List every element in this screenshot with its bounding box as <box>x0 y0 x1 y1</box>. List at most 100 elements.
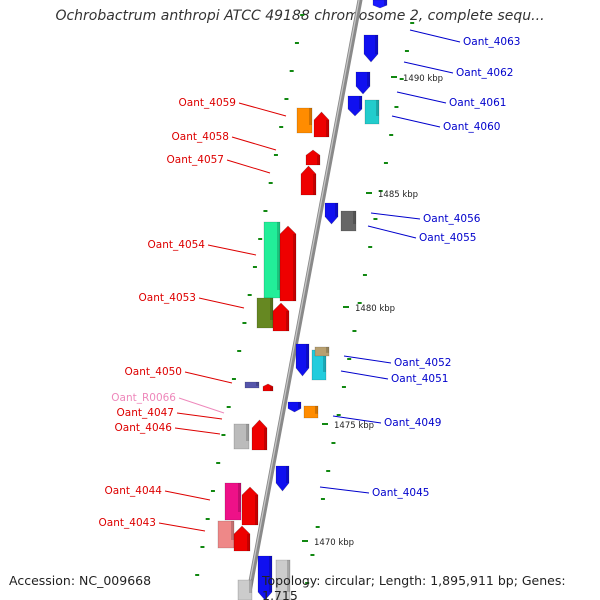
gene-oant-4062 <box>355 71 371 95</box>
gene-oant-4050-b-shade <box>256 382 259 386</box>
gene-oant-4044-shade <box>255 495 258 525</box>
leader-line <box>231 136 277 151</box>
gene-oant-4055 <box>340 210 357 232</box>
gene-label-right: Oant_4060 <box>443 121 500 133</box>
gene-label-left: Oant_4043 <box>99 517 156 529</box>
gene-oant-4043-shade <box>247 534 250 551</box>
gene-oant-4057 <box>300 165 317 196</box>
leader-line <box>158 522 206 532</box>
gene-oant-4054-b-shade <box>270 298 273 320</box>
backbone-highlight <box>245 0 360 600</box>
leader-line <box>367 225 417 239</box>
gene-oant-4049-shade <box>298 402 301 409</box>
gene-oant-4061 <box>347 95 363 117</box>
gene-oant-4044-b <box>224 482 242 521</box>
map-title: Ochrobactrum anthropi ATCC 49188 chromos… <box>55 8 545 24</box>
topology-text: Topology: circular; Length: 1,895,911 bp… <box>262 573 566 600</box>
leader-line <box>343 355 392 364</box>
gene-oant-4051-cap <box>314 346 330 357</box>
gene-oant-4055-shade <box>353 211 356 224</box>
leader-line <box>391 115 441 128</box>
gene-oant-4045 <box>275 465 290 492</box>
gene-oant-4046-shade <box>264 428 267 450</box>
gene-label-left: Oant_4050 <box>125 366 182 378</box>
gene-oant-4053-b <box>272 302 290 332</box>
gene-oant-4053 <box>279 225 297 302</box>
backbone-line <box>244 0 363 600</box>
gene-oant-4057-shade <box>313 174 316 195</box>
gene-label-right: Oant_4052 <box>394 357 451 369</box>
leader-line <box>176 412 223 420</box>
accession-text: Accession: NC_009668 <box>9 573 152 588</box>
leader-line <box>174 427 221 435</box>
leader-line <box>184 371 233 384</box>
gene-oant-4059-shade <box>326 120 329 137</box>
gene-bottom-1-shade <box>269 556 272 592</box>
gene-oant-4053-b-shade <box>286 311 289 331</box>
gene-oant-4049-b-shade <box>315 406 318 414</box>
leader-line <box>319 486 370 494</box>
gene-bottom-3-shade <box>249 580 252 593</box>
gene-oant-4063-top <box>372 0 388 9</box>
gene-label-right: Oant_4049 <box>384 417 441 429</box>
gene-oant-4051-shade <box>323 350 326 372</box>
gene-label-left: Oant_4044 <box>105 485 163 497</box>
gene-bottom-1 <box>257 555 273 600</box>
leader-line <box>198 297 245 309</box>
leader-line <box>340 370 389 380</box>
gene-oant-4050-b <box>244 381 260 389</box>
gene-oant-4058-shade <box>317 155 320 165</box>
gene-label-left: Oant_4057 <box>167 154 224 166</box>
gene-label-right: Oant_4061 <box>449 97 506 109</box>
leader-line <box>164 490 211 501</box>
scale-label: 1490 kbp <box>403 74 443 84</box>
gene-oant-4056 <box>324 202 339 225</box>
gene-label-right: Oant_4055 <box>419 232 476 244</box>
gene-oant-4059-b <box>296 107 313 134</box>
gene-label-right: Oant_4051 <box>391 373 448 385</box>
gene-oant-4060 <box>364 99 380 125</box>
gene-oant-4051-cap-shade <box>326 347 329 353</box>
leader-line <box>370 212 421 220</box>
leader-line <box>238 102 287 117</box>
scale-label: 1485 kbp <box>378 190 418 200</box>
gene-bottom-2-shade <box>287 560 290 592</box>
gene-oant-4053-shade <box>293 234 296 301</box>
gene-oant-4043-b-shade <box>231 521 234 540</box>
leader-line <box>178 397 225 414</box>
gene-oant-4043 <box>233 525 251 552</box>
leader-line <box>226 159 271 174</box>
leader-line <box>396 91 447 104</box>
gene-oant-4050-shade <box>270 386 273 391</box>
gene-label-left: Oant_R0066 <box>111 392 176 404</box>
leader-line <box>409 29 461 43</box>
gene-oant-4062-shade <box>367 72 370 87</box>
gene-oant-4058 <box>305 149 321 166</box>
leader-line <box>403 61 454 74</box>
gene-label-right: Oant_4062 <box>456 67 513 79</box>
gene-label-left: Oant_4054 <box>148 239 206 251</box>
gene-oant-4049-b <box>303 405 319 419</box>
gene-label-left: Oant_4053 <box>139 292 196 304</box>
gene-oant-4050 <box>262 383 274 392</box>
gene-oant-4045-shade <box>286 466 289 483</box>
gene-oant-4061-shade <box>359 96 362 109</box>
leader-line <box>207 244 257 256</box>
gene-oant-4044 <box>241 486 259 526</box>
gene-label-left: Oant_4058 <box>172 131 229 143</box>
gene-label-left: Oant_4047 <box>117 407 174 419</box>
gene-oant-4052-shade <box>306 344 309 368</box>
gene-oant-4046 <box>251 419 268 451</box>
gene-label-left: Oant_4059 <box>179 97 236 109</box>
gene-label-left: Oant_4046 <box>115 422 173 434</box>
gene-oant-4052 <box>295 343 310 377</box>
gene-oant-4046-b <box>233 423 250 450</box>
scale-label: 1480 kbp <box>355 304 395 314</box>
gene-oant-4044-b-shade <box>238 483 241 512</box>
scale-label: 1470 kbp <box>314 538 354 548</box>
gene-label-right: Oant_4063 <box>463 36 520 48</box>
gene-label-right: Oant_4045 <box>372 487 429 499</box>
gene-bottom-2 <box>275 559 291 600</box>
scale-label: 1475 kbp <box>334 421 374 431</box>
